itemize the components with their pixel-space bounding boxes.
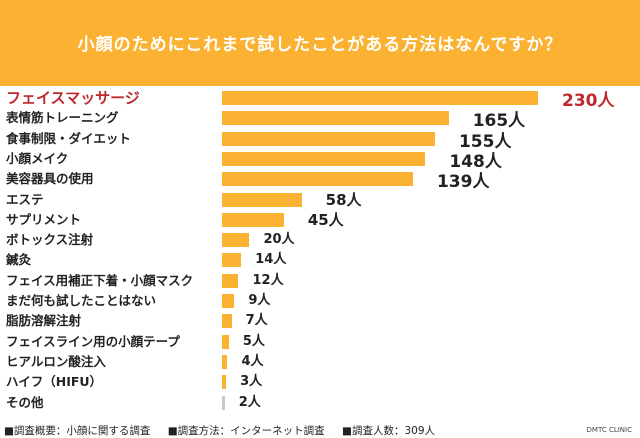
value-label: 7人 <box>245 313 268 329</box>
category-label: 鍼灸 <box>6 252 32 268</box>
category-label: その他 <box>6 394 44 410</box>
category-label: ヒアルロン酸注入 <box>6 353 106 369</box>
value-label: 12人 <box>252 272 284 288</box>
value-label: 3人 <box>240 374 263 390</box>
bar <box>222 192 302 207</box>
value-label: 5人 <box>242 333 265 349</box>
value-label: 230人 <box>562 91 615 111</box>
category-label: フェイス用補正下着・小顔マスク <box>6 272 194 288</box>
value-label: 9人 <box>248 293 271 308</box>
bar <box>222 375 227 390</box>
value-label: 14人 <box>255 252 287 268</box>
value-label: 155人 <box>458 131 512 152</box>
brand-logo: DMTC CLINIC <box>586 426 632 434</box>
bar <box>222 314 232 329</box>
category-label: まだ何も試したことはない <box>6 293 157 308</box>
category-label: エステ <box>6 191 44 207</box>
value-label: 148人 <box>449 151 502 172</box>
bar <box>222 294 235 308</box>
bar <box>222 172 413 187</box>
value-label: 139人 <box>436 172 490 193</box>
value-label: 58人 <box>325 190 362 209</box>
category-label: 脂肪溶解注射 <box>6 313 82 329</box>
header-banner: 小顔のためにこれまで試したことがある方法はなんですか？ <box>0 0 640 86</box>
category-label: ボトックス注射 <box>6 232 94 248</box>
bar <box>222 111 449 126</box>
bar <box>222 334 229 349</box>
category-label: フェイスマッサージ <box>6 89 140 107</box>
bar <box>222 212 284 227</box>
value-label: 45人 <box>307 210 344 229</box>
bar <box>222 273 239 288</box>
survey-footer: ■調査概要：小顔に関する調査 ■調査方法：インターネット調査 ■調査人数：309… <box>4 423 449 438</box>
value-label: 2人 <box>238 394 261 410</box>
bar <box>222 233 250 248</box>
category-label: 美容器具の使用 <box>6 171 94 187</box>
bar <box>222 151 426 166</box>
bar <box>222 395 225 410</box>
category-label: サプリメント <box>6 211 82 227</box>
category-label: フェイスライン用の小顔テープ <box>6 333 180 349</box>
bar <box>222 253 242 268</box>
survey-overview: ■調査概要：小顔に関する調査 <box>4 425 151 437</box>
chart-title: 小顔のためにこれまで試したことがある方法はなんですか？ <box>77 35 563 55</box>
bar <box>222 131 435 146</box>
category-label: 食事制限・ダイエット <box>6 130 131 146</box>
value-label: 20人 <box>263 232 295 248</box>
bar <box>222 91 538 105</box>
value-label: 165人 <box>472 111 526 132</box>
bar <box>222 354 228 369</box>
value-label: 4人 <box>241 353 264 369</box>
category-label: ハイフ（HIFU） <box>6 374 103 390</box>
category-label: 表情筋トレーニング <box>6 110 119 126</box>
survey-method: ■調査方法：インターネット調査 <box>167 425 325 437</box>
survey-count: ■調査人数：309人 <box>342 425 435 437</box>
category-label: 小顔メイク <box>6 150 69 166</box>
